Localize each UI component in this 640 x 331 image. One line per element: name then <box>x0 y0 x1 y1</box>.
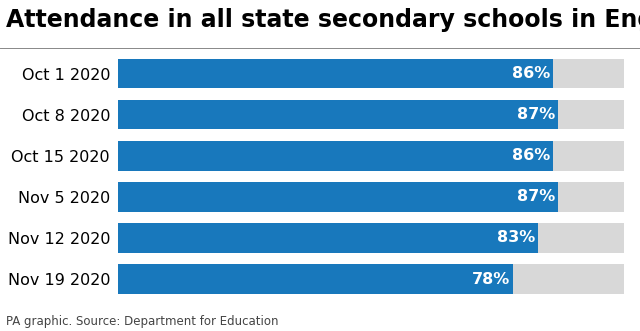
Bar <box>118 100 558 129</box>
Bar <box>118 100 624 129</box>
Bar <box>118 264 513 294</box>
Text: 87%: 87% <box>518 189 556 204</box>
Bar <box>118 182 558 212</box>
Bar <box>118 59 624 88</box>
Bar <box>118 141 553 170</box>
Bar <box>118 59 553 88</box>
Text: Attendance in all state secondary schools in England: Attendance in all state secondary school… <box>6 8 640 32</box>
Bar <box>118 141 624 170</box>
Text: 83%: 83% <box>497 230 536 245</box>
Text: PA graphic. Source: Department for Education: PA graphic. Source: Department for Educa… <box>6 315 279 328</box>
Text: 86%: 86% <box>513 148 550 163</box>
Text: 78%: 78% <box>472 271 510 287</box>
Bar <box>118 223 624 253</box>
Bar <box>118 264 624 294</box>
Text: 87%: 87% <box>518 107 556 122</box>
Bar <box>118 182 624 212</box>
Bar <box>118 223 538 253</box>
Text: 86%: 86% <box>513 66 550 81</box>
